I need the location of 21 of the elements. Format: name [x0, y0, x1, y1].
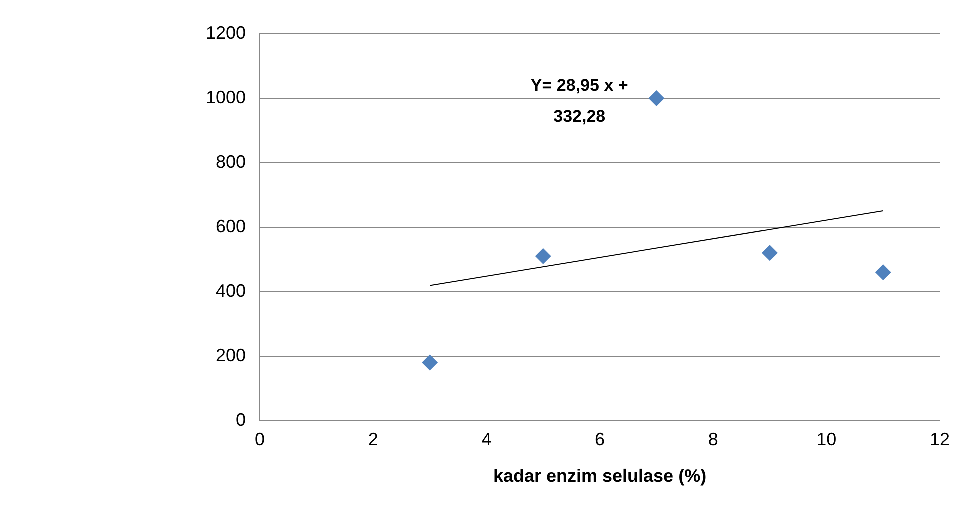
point	[762, 245, 778, 262]
annotation: Y= 28,95 x + 332,28	[530, 76, 628, 126]
x-tick-label: 6	[595, 430, 606, 450]
y-tick-label: 0	[236, 410, 246, 430]
y-tick-label: 600	[216, 216, 246, 236]
x-tick-label: 8	[708, 430, 718, 450]
x-tick-label: 10	[816, 430, 837, 450]
y-tick-label: 400	[216, 280, 246, 301]
y-tick-label: 800	[216, 152, 246, 172]
x-tick-label: 4	[482, 430, 492, 450]
point	[422, 354, 438, 371]
point	[648, 90, 665, 106]
point	[875, 264, 892, 281]
y-tick-label: 200	[216, 345, 246, 366]
y-tick-label: 1000	[206, 87, 246, 108]
x-axis-title: kadar enzim selulase (%)	[493, 466, 707, 486]
x-tick-label: 2	[368, 430, 378, 450]
y-tick-label: 1200	[206, 22, 246, 43]
x-tick-label: 12	[930, 430, 950, 450]
point	[535, 248, 552, 264]
x-tick-label: 0	[255, 430, 266, 450]
